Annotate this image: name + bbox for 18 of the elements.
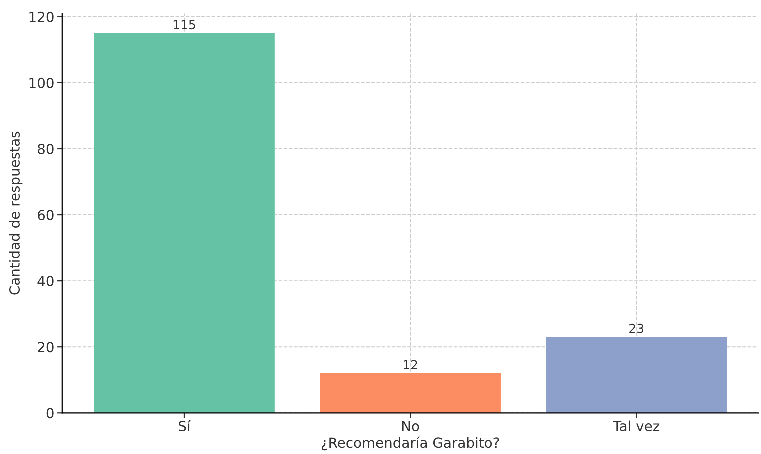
bar (320, 374, 501, 414)
x-tick-label: Sí (179, 420, 192, 432)
data-label: 12 (404, 360, 418, 370)
y-tick-label: 20 (38, 342, 54, 353)
bar (94, 33, 275, 414)
y-tick-label: 0 (46, 408, 54, 419)
y-tick-label: 120 (30, 12, 54, 22)
x-tick-label: No (402, 421, 420, 432)
y-tick-label: 60 (38, 210, 54, 221)
x-tick-label: Tal vez (613, 420, 660, 432)
y-axis-title: Cantidad de respuestas (9, 132, 23, 295)
y-tick-label: 80 (38, 144, 54, 154)
bar (546, 337, 728, 414)
x-axis-title: ¿Recomendaría Garabito? (322, 436, 500, 451)
y-tick-label: 40 (38, 276, 54, 287)
y-tick-label: 100 (30, 78, 54, 88)
data-label: 115 (174, 20, 196, 30)
data-label: 23 (630, 324, 644, 334)
